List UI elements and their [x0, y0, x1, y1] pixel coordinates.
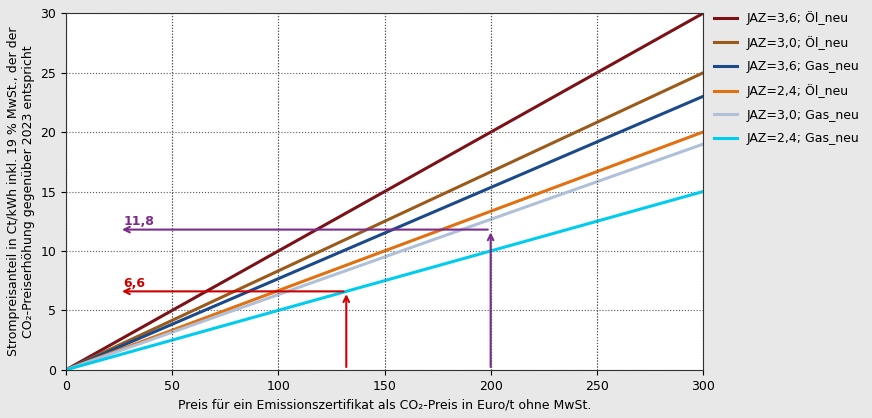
Legend: JAZ=3,6; Öl_neu, JAZ=3,0; Öl_neu, JAZ=3,6; Gas_neu, JAZ=2,4; Öl_neu, JAZ=3,0; Ga: JAZ=3,6; Öl_neu, JAZ=3,0; Öl_neu, JAZ=3,…	[709, 6, 865, 150]
Text: 6,6: 6,6	[124, 277, 146, 290]
Text: 11,8: 11,8	[124, 215, 154, 229]
X-axis label: Preis für ein Emissionszertifikat als CO₂-Preis in Euro/t ohne MwSt.: Preis für ein Emissionszertifikat als CO…	[178, 398, 591, 411]
Y-axis label: Strompreisanteil in Ct/kWh inkl. 19 % MwSt., der der
CO₂-Preiserhöhung gegenüber: Strompreisanteil in Ct/kWh inkl. 19 % Mw…	[7, 27, 35, 356]
